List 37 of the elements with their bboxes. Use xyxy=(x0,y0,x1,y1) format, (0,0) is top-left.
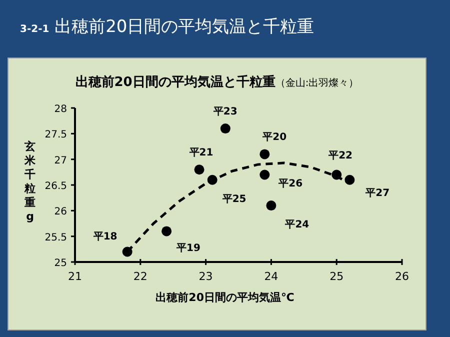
y-tick-label: 26 xyxy=(54,206,67,218)
chart-title: 3-2-1 出穂前20日間の平均気温と千粒重 xyxy=(20,17,314,37)
y-tick-label: 25 xyxy=(54,258,67,269)
x-tick-label: 22 xyxy=(133,270,148,283)
data-label: 平24 xyxy=(284,220,310,231)
x-axis-title: 出穂前20日間の平均気温℃ xyxy=(156,291,294,304)
data-label: 平18 xyxy=(92,232,118,243)
y-tick-label: 27 xyxy=(54,155,67,166)
point xyxy=(260,170,270,180)
x-tick-label: 26 xyxy=(395,270,409,283)
point xyxy=(207,174,218,185)
data-label: 平26 xyxy=(278,178,303,190)
x-tick-label: 23 xyxy=(198,270,213,283)
data-label: 平21 xyxy=(188,148,214,159)
point xyxy=(220,124,230,134)
data-label: 平27 xyxy=(364,188,390,199)
point xyxy=(332,170,342,180)
data-label: 平25 xyxy=(221,194,246,205)
point xyxy=(344,174,355,185)
x-tick-label: 21 xyxy=(68,270,82,283)
x-tick-label: 25 xyxy=(330,270,344,283)
y-axis-title: 玄米千粒重g xyxy=(24,140,36,223)
y-tick-label: 25.5 xyxy=(44,232,67,244)
y-tick-label: 28 xyxy=(54,104,67,115)
point xyxy=(260,149,270,160)
point xyxy=(194,164,204,175)
data-label: 平19 xyxy=(176,243,201,254)
y-tick-label: 26.5 xyxy=(44,181,67,192)
point xyxy=(266,200,276,211)
data-label: 平20 xyxy=(262,132,287,144)
point xyxy=(162,226,172,236)
data-label: 平23 xyxy=(212,106,238,118)
chart-subtitle: 出穂前20日間の平均気温と千粒重（金山:出羽燦々） xyxy=(75,74,359,90)
x-tick-label: 24 xyxy=(264,270,278,283)
y-tick-label: 27.5 xyxy=(44,130,67,141)
data-label: 平22 xyxy=(328,150,353,162)
point xyxy=(122,246,132,257)
